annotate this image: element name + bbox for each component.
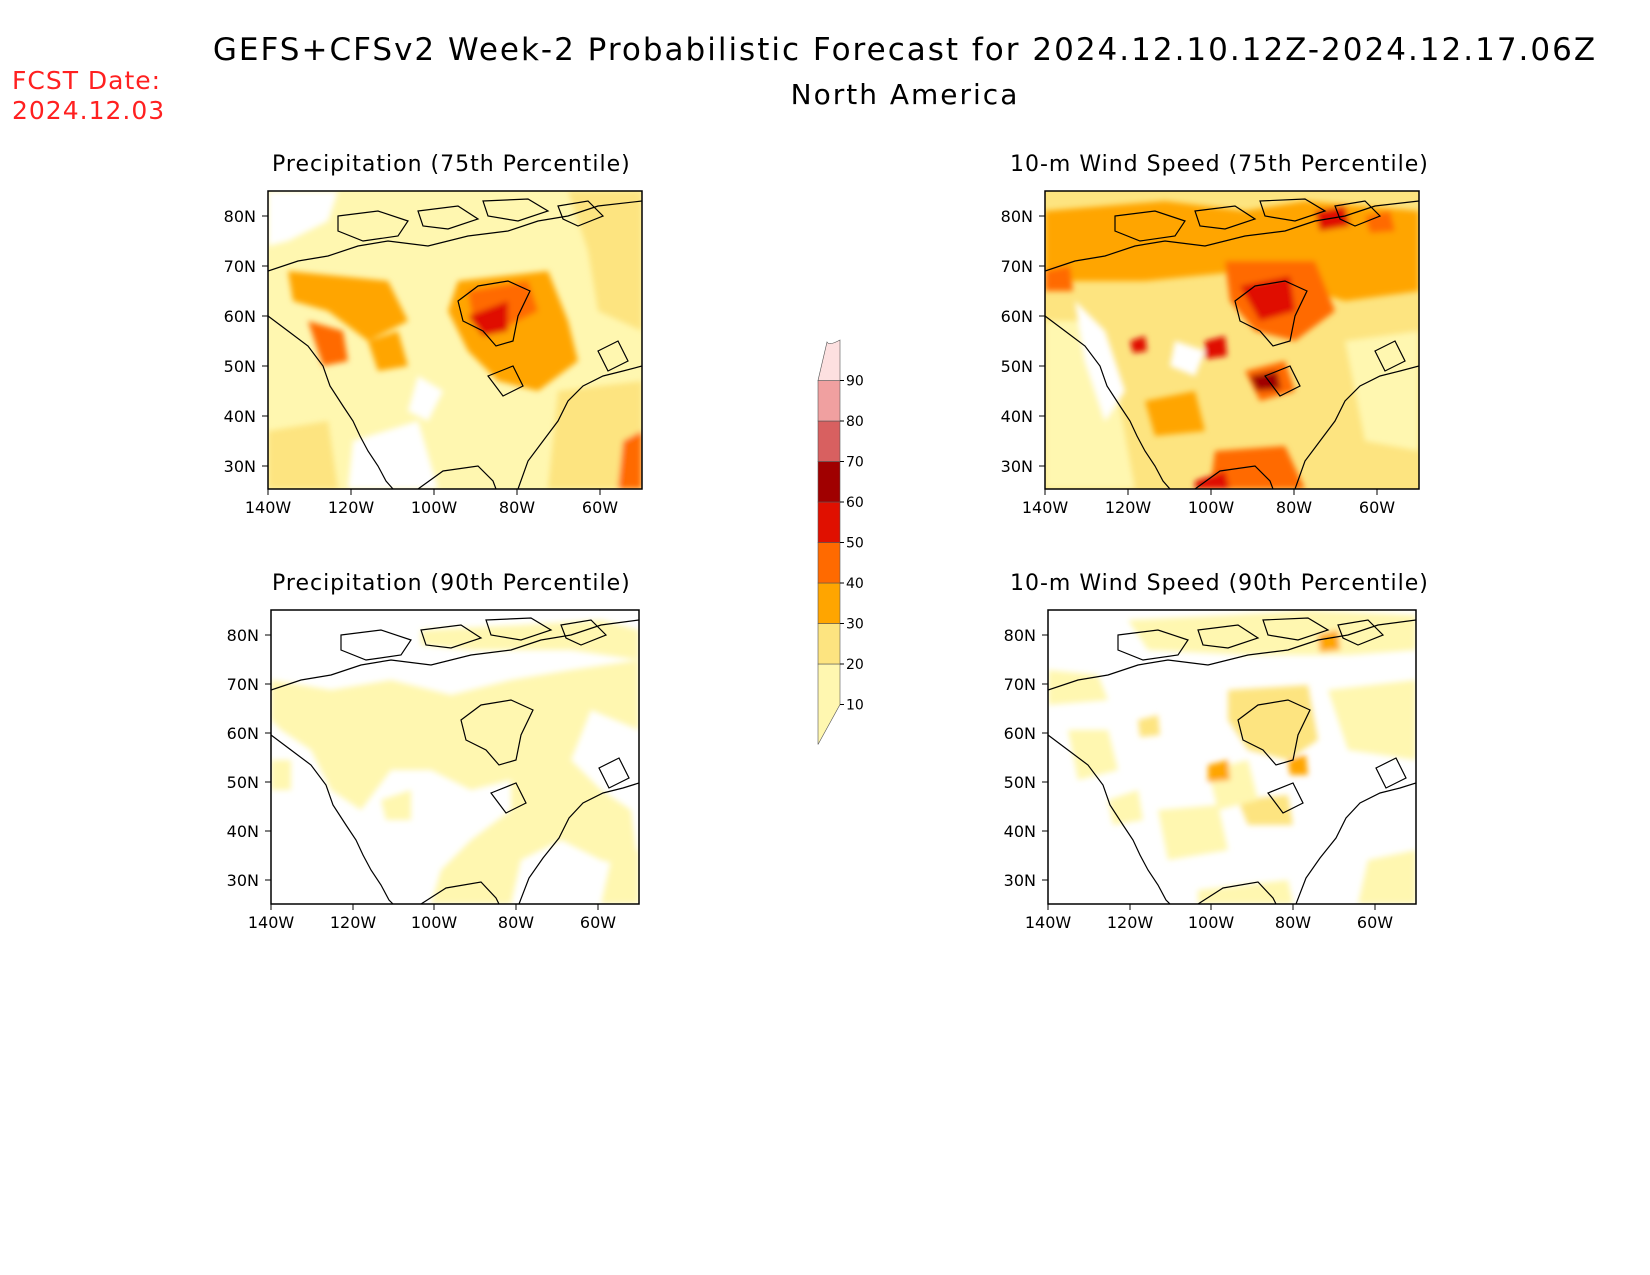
colorbar-swatch — [817, 339, 841, 381]
coastline — [1045, 198, 1419, 489]
lat-axis: 80N 70N 60N 50N 40N 30N — [227, 626, 271, 890]
lon-tick-label: 100W — [411, 498, 458, 517]
colorbar-swatch — [817, 623, 841, 665]
lat-tick-label: 40N — [1001, 407, 1033, 426]
lon-tick-label: 120W — [328, 498, 375, 517]
lon-tick-label: 60W — [1359, 498, 1395, 517]
lon-tick-label: 60W — [1357, 913, 1393, 932]
map-panel-wind90: 80N 70N 60N 50N 40N 30N 140W 120W 100W 8… — [1004, 609, 1417, 932]
lat-tick-label: 50N — [227, 773, 259, 792]
colorbar-swatch — [817, 461, 841, 503]
colorbar-swatch — [817, 501, 841, 543]
lon-tick-label: 140W — [1022, 498, 1069, 517]
lat-tick-label: 80N — [227, 626, 259, 645]
lon-tick-label: 60W — [580, 913, 616, 932]
lat-tick-label: 60N — [1001, 307, 1033, 326]
lon-axis: 140W 120W 100W 80W 60W — [248, 904, 616, 932]
lat-tick-label: 70N — [1004, 675, 1036, 694]
lat-tick-label: 60N — [227, 724, 259, 743]
lat-tick-label: 30N — [224, 457, 256, 476]
colorbar-label: 60 — [846, 495, 864, 511]
colorbar-label: 40 — [846, 576, 864, 592]
colorbar-swatch — [817, 663, 841, 745]
map-panel-wind75: 80N 70N 60N 50N 40N 30N 140W 120W 100W 8… — [1001, 190, 1420, 517]
colorbar-label: 20 — [846, 657, 864, 673]
colorbar-swatch — [817, 582, 841, 624]
fcst-date-label: FCST Date: — [12, 66, 162, 95]
panel-title-wind90: 10-m Wind Speed (90th Percentile) — [1010, 571, 1429, 596]
lat-tick-label: 40N — [1004, 822, 1036, 841]
colorbar: 10 20 30 40 50 60 70 80 90 — [817, 339, 864, 745]
lat-tick-label: 50N — [1001, 357, 1033, 376]
lat-tick-label: 30N — [1001, 457, 1033, 476]
lat-tick-label: 60N — [1004, 724, 1036, 743]
lon-axis: 140W 120W 100W 80W 60W — [1025, 904, 1393, 932]
colorbar-label: 70 — [846, 455, 864, 471]
lon-axis: 140W 120W 100W 80W 60W — [245, 489, 618, 517]
lon-tick-label: 140W — [248, 913, 295, 932]
lat-axis: 80N 70N 60N 50N 40N 30N — [1004, 626, 1048, 890]
fcst-date-value: 2024.12.03 — [12, 96, 166, 125]
lat-axis: 80N 70N 60N 50N 40N 30N — [224, 207, 268, 476]
lon-axis: 140W 120W 100W 80W 60W — [1022, 489, 1395, 517]
colorbar-swatch — [817, 380, 841, 422]
lon-tick-label: 80W — [498, 913, 534, 932]
lat-tick-label: 80N — [1004, 626, 1036, 645]
map-panel-precip75: 80N 70N 60N 50N 40N 30N 140W 120W 100W 8… — [224, 190, 643, 517]
coastline — [268, 198, 642, 489]
lat-tick-label: 80N — [224, 207, 256, 226]
lat-tick-label: 30N — [227, 871, 259, 890]
lon-tick-label: 60W — [582, 498, 618, 517]
subtitle: North America — [790, 78, 1020, 111]
colorbar-label: 10 — [846, 698, 864, 714]
lat-tick-label: 30N — [1004, 871, 1036, 890]
panel-title-wind75: 10-m Wind Speed (75th Percentile) — [1010, 152, 1429, 177]
lon-tick-label: 140W — [245, 498, 292, 517]
lon-tick-label: 80W — [1275, 913, 1311, 932]
colorbar-label: 50 — [846, 536, 864, 552]
colorbar-swatch — [817, 542, 841, 584]
lat-tick-label: 70N — [224, 257, 256, 276]
lon-tick-label: 80W — [1276, 498, 1312, 517]
panel-title-precip75: Precipitation (75th Percentile) — [272, 152, 631, 177]
lon-tick-label: 120W — [1107, 913, 1154, 932]
colorbar-label: 80 — [846, 414, 864, 430]
lat-tick-label: 60N — [224, 307, 256, 326]
lon-tick-label: 100W — [1188, 913, 1235, 932]
colorbar-label: 90 — [846, 374, 864, 390]
lat-tick-label: 70N — [1001, 257, 1033, 276]
coastline — [271, 617, 639, 904]
lat-tick-label: 80N — [1001, 207, 1033, 226]
lon-tick-label: 140W — [1025, 913, 1072, 932]
main-title: GEFS+CFSv2 Week-2 Probabilistic Forecast… — [212, 32, 1598, 68]
lon-tick-label: 80W — [499, 498, 535, 517]
panel-title-precip90: Precipitation (90th Percentile) — [272, 571, 631, 596]
lat-tick-label: 70N — [227, 675, 259, 694]
map-panel-precip90: 80N 70N 60N 50N 40N 30N 140W 120W 100W 8… — [227, 609, 640, 932]
lat-axis: 80N 70N 60N 50N 40N 30N — [1001, 207, 1045, 476]
lat-tick-label: 40N — [224, 407, 256, 426]
colorbar-swatch — [817, 420, 841, 462]
coastline — [1048, 617, 1416, 904]
lat-tick-label: 50N — [224, 357, 256, 376]
lat-tick-label: 40N — [227, 822, 259, 841]
lat-tick-label: 50N — [1004, 773, 1036, 792]
lon-tick-label: 120W — [330, 913, 377, 932]
lon-tick-label: 120W — [1105, 498, 1152, 517]
colorbar-label: 30 — [846, 617, 864, 633]
lon-tick-label: 100W — [411, 913, 458, 932]
lon-tick-label: 100W — [1188, 498, 1235, 517]
